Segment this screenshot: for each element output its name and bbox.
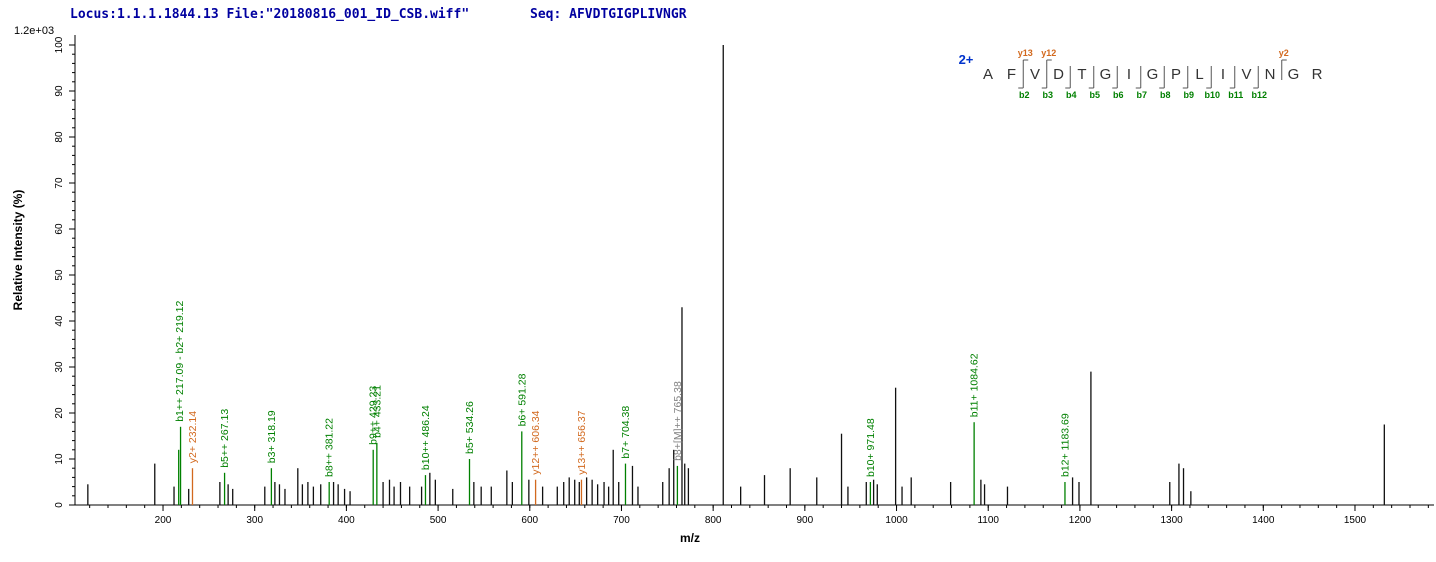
y-ion-label: y2 xyxy=(1279,48,1289,58)
residue: V xyxy=(1030,66,1040,83)
residue: R xyxy=(1312,66,1323,83)
peak-annotation: b10+ 971.48 xyxy=(865,418,877,477)
y-tick-label: 40 xyxy=(54,315,65,327)
peak-annotation: y13++ 656.37 xyxy=(576,410,588,474)
residue: D xyxy=(1053,66,1064,83)
b-ion-label: b3 xyxy=(1042,90,1053,100)
peak-annotation: b6+ 591.28 xyxy=(516,373,528,426)
x-tick-label: 1500 xyxy=(1344,515,1367,526)
peak-annotation: b8+[M]++ 765.38 xyxy=(672,381,684,461)
residue: V xyxy=(1241,66,1251,83)
b-ion-label: b5 xyxy=(1089,90,1100,100)
peak-annotation: b11+ 1084.62 xyxy=(969,353,981,417)
peak-annotation: y12++ 606.34 xyxy=(530,410,542,474)
intensity-scale-label: 1.2e+03 xyxy=(14,25,54,37)
b-ion-label: b4 xyxy=(1066,90,1077,100)
residue: L xyxy=(1195,66,1203,83)
y-tick-label: 70 xyxy=(54,177,65,189)
residue: N xyxy=(1265,66,1276,83)
peak-annotation: b3+ 318.19 xyxy=(266,410,278,463)
y-tick-label: 90 xyxy=(54,85,65,97)
x-tick-label: 400 xyxy=(338,515,355,526)
y-ion-label: y13 xyxy=(1018,48,1033,58)
header-locus-file: Locus:1.1.1.1844.13 File:"20180816_001_I… xyxy=(70,7,469,22)
x-tick-label: 1300 xyxy=(1160,515,1183,526)
x-tick-label: 1000 xyxy=(885,515,908,526)
x-tick-label: 900 xyxy=(797,515,814,526)
y-tick-label: 60 xyxy=(54,223,65,235)
b-ion-label: b7 xyxy=(1136,90,1147,100)
x-tick-label: 1100 xyxy=(977,515,999,526)
b-ion-label: b11 xyxy=(1228,90,1243,100)
residue: I xyxy=(1127,66,1131,83)
x-tick-label: 1400 xyxy=(1252,515,1275,526)
b-ion-label: b2 xyxy=(1019,90,1030,100)
residue: F xyxy=(1007,66,1016,83)
x-tick-label: 200 xyxy=(155,515,172,526)
y-tick-label: 100 xyxy=(54,36,65,53)
b-ion-label: b12 xyxy=(1251,90,1267,100)
peak-annotation: y2+ 232.14 xyxy=(187,411,199,463)
y-tick-label: 20 xyxy=(54,407,65,419)
x-tick-label: 700 xyxy=(613,515,630,526)
residue: P xyxy=(1171,66,1181,83)
residue: G xyxy=(1100,66,1112,83)
x-tick-label: 1200 xyxy=(1069,515,1092,526)
y-tick-label: 80 xyxy=(54,131,65,143)
b-ion-label: b10 xyxy=(1204,90,1220,100)
b-ion-label: b6 xyxy=(1113,90,1124,100)
peak-annotation: b8++ 381.22 xyxy=(324,418,336,477)
residue: T xyxy=(1077,66,1086,83)
b-ion-label: b8 xyxy=(1160,90,1171,100)
peak-annotation: b12+ 1183.69 xyxy=(1059,413,1071,477)
peak-annotation: b5+ 534.26 xyxy=(464,401,476,454)
x-tick-label: 600 xyxy=(521,515,538,526)
plot-layer: 200 300 400 500 600 700 800 900 1000 1100 1200 1300… xyxy=(54,35,1434,526)
y-tick-label: 30 xyxy=(54,361,65,373)
peak-annotation: b5++ 267.13 xyxy=(219,409,231,468)
x-tick-label: 300 xyxy=(246,515,263,526)
residue: A xyxy=(983,66,993,83)
peak-annotation: b10++ 486.24 xyxy=(420,405,432,470)
b-ion-label: b9 xyxy=(1183,90,1194,100)
y-tick-label: 0 xyxy=(54,502,65,508)
y-axis-title: Relative Intensity (%) xyxy=(11,190,25,311)
residue: I xyxy=(1221,66,1225,83)
y-ion-label: y12 xyxy=(1041,48,1056,58)
precursor-charge-label: 2+ xyxy=(959,52,974,67)
peak-annotation: b1++ 217.09 - b2+ 219.12 xyxy=(174,300,186,421)
residue: G xyxy=(1288,66,1300,83)
x-tick-label: 800 xyxy=(705,515,722,526)
y-tick-label: 10 xyxy=(54,453,65,465)
x-axis-title: m/z xyxy=(680,531,700,545)
peak-annotation: b9++ 429.23 xyxy=(368,386,380,445)
header-sequence: Seq: AFVDTGIGPLIVNGR xyxy=(530,7,687,22)
peak-annotation: b4+ 433.21 xyxy=(371,385,383,438)
residue: G xyxy=(1147,66,1159,83)
peak-annotation: b7+ 704.38 xyxy=(620,406,632,459)
y-tick-label: 50 xyxy=(54,269,65,281)
x-tick-label: 500 xyxy=(430,515,447,526)
